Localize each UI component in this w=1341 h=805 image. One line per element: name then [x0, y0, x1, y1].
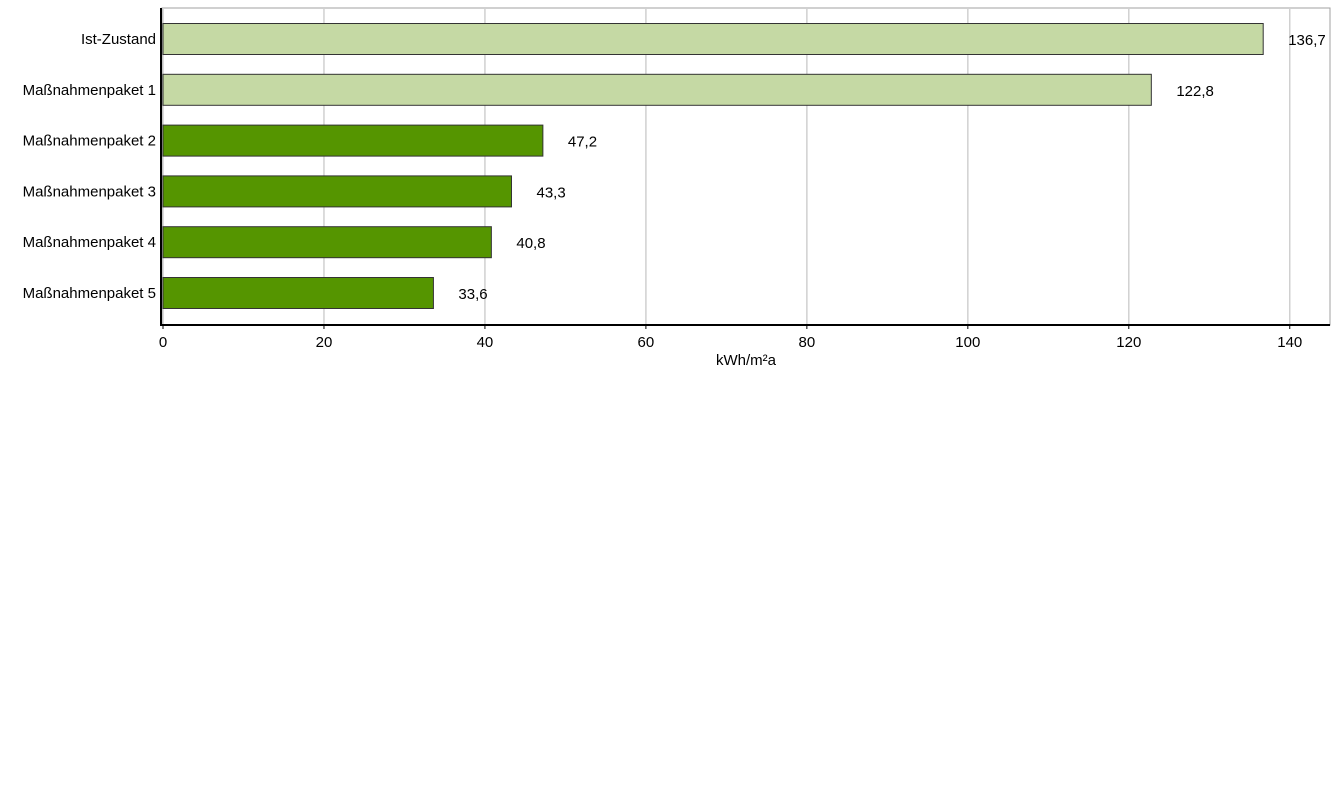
value-label: 122,8: [1176, 83, 1214, 100]
x-tick-label: 140: [1277, 334, 1302, 351]
value-label: 40,8: [516, 235, 545, 252]
y-tick-label: Maßnahmenpaket 3: [23, 183, 156, 200]
y-tick-label: Maßnahmenpaket 5: [23, 285, 156, 302]
x-tick-label: 40: [477, 334, 494, 351]
bar: [162, 73, 1152, 106]
bar: [162, 277, 434, 309]
y-tick-label: Maßnahmenpaket 2: [23, 133, 156, 150]
x-tick-label: 60: [638, 334, 655, 351]
x-tick-label: 100: [955, 334, 980, 351]
value-label: 136,7: [1288, 32, 1326, 49]
value-label: 33,6: [458, 286, 487, 303]
bar: [162, 124, 544, 157]
x-axis-label: kWh/m²a: [716, 352, 777, 369]
y-tick-label: Maßnahmenpaket 1: [23, 82, 156, 99]
value-label: 47,2: [568, 134, 597, 151]
value-label: 43,3: [536, 184, 565, 201]
y-tick-label: Ist-Zustand: [81, 31, 156, 48]
x-tick-label: 120: [1116, 334, 1141, 351]
x-tick-label: 0: [159, 334, 167, 351]
x-tick-label: 20: [316, 334, 333, 351]
x-tick-label: 80: [799, 334, 816, 351]
bar: [162, 175, 512, 208]
bar: [162, 23, 1264, 55]
bar: [162, 226, 492, 259]
y-tick-label: Maßnahmenpaket 4: [23, 234, 156, 251]
